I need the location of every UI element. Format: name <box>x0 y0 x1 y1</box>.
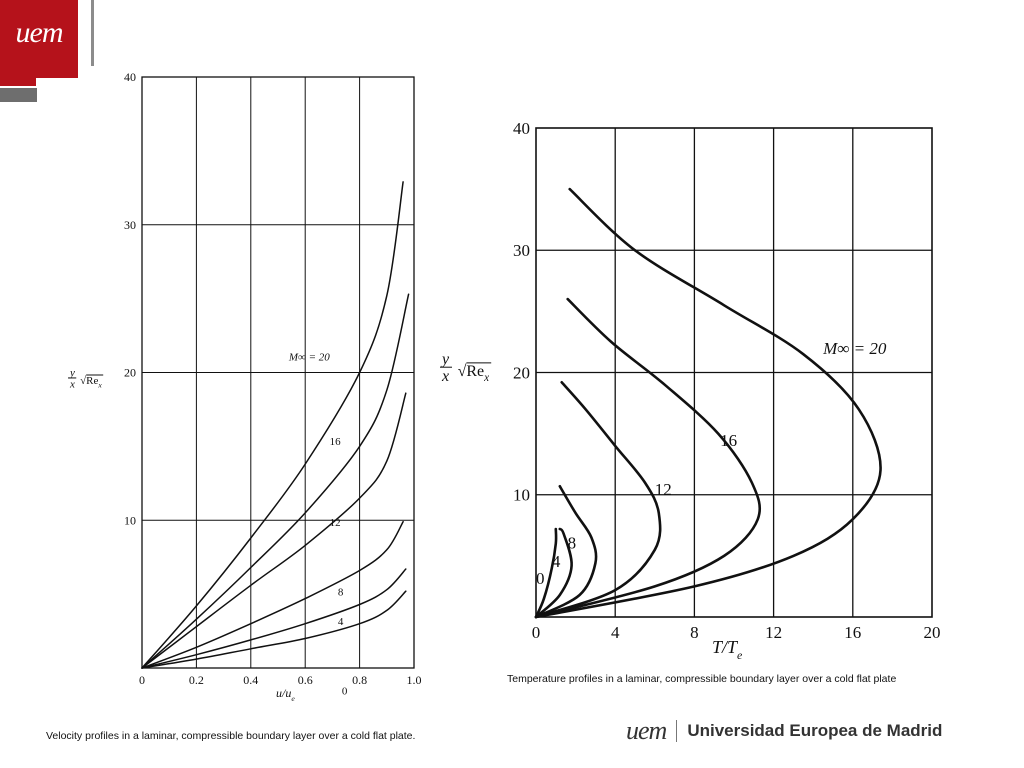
temperature-x-axis-label: T/Te <box>712 637 743 662</box>
header-divider <box>91 0 94 66</box>
velocity-curve-m12 <box>141 392 407 669</box>
velocity-x-tick-label: 0.4 <box>243 673 258 687</box>
footer-logo-separator <box>676 720 678 742</box>
temperature-curve-label-m20: M∞ = 20 <box>822 339 887 358</box>
temperature-curve-label-m0: 0 <box>536 569 545 588</box>
uem-logo-mark: uem <box>15 16 64 49</box>
velocity-x-tick-label: 0.8 <box>352 673 367 687</box>
velocity-curve-label-m8: 8 <box>338 587 344 599</box>
temperature-curve-m20 <box>534 187 882 619</box>
temperature-x-tick-label: 0 <box>532 623 541 642</box>
velocity-y-axis-label-sqrt: √Rex <box>80 375 102 389</box>
temperature-curve-label-m16: 16 <box>720 431 737 450</box>
velocity-x-tick-label: 0.2 <box>189 673 204 687</box>
temperature-curve-m8 <box>534 484 598 619</box>
temperature-y-tick-label: 40 <box>513 119 530 138</box>
velocity-x-axis-label: u/ue <box>276 686 295 703</box>
temperature-x-tick-label: 4 <box>611 623 620 642</box>
temperature-y-axis-label-den: x <box>441 368 449 385</box>
velocity-curve-label-m20: M∞ = 20 <box>288 352 330 364</box>
velocity-curve-label-m16: 16 <box>330 436 342 448</box>
logo-accent-stub <box>0 78 36 86</box>
velocity-caption: Velocity profiles in a laminar, compress… <box>46 730 416 742</box>
temperature-curve-label-m4: 4 <box>552 552 561 571</box>
temperature-y-axis-label-sqrt: √Rex <box>458 363 490 384</box>
velocity-y-tick-label: 20 <box>124 366 136 380</box>
velocity-x-tick-label: 0 <box>139 673 145 687</box>
velocity-curve-label-m4: 4 <box>338 616 344 628</box>
temperature-x-tick-label: 12 <box>765 623 782 642</box>
footer-logo-mark: uem <box>626 716 667 745</box>
temperature-curve-label-m12: 12 <box>655 480 672 499</box>
velocity-x-tick-label: 0.6 <box>298 673 313 687</box>
temperature-curve-m4 <box>534 527 573 619</box>
velocity-y-tick-label: 10 <box>124 513 136 527</box>
temperature-curve-label-m8: 8 <box>568 534 577 553</box>
velocity-curve-m4 <box>141 568 407 669</box>
temperature-x-tick-label: 8 <box>690 623 699 642</box>
velocity-y-tick-label: 40 <box>124 70 136 84</box>
grey-accent-bar <box>0 88 37 102</box>
temperature-x-tick-label: 20 <box>924 623 941 642</box>
footer-logo: uem Universidad Europea de Madrid <box>626 716 942 746</box>
velocity-y-tick-label: 30 <box>124 218 136 232</box>
velocity-y-axis-label-den: x <box>69 378 75 390</box>
velocity-curve-m16 <box>141 293 410 669</box>
velocity-curve-m20 <box>141 181 404 669</box>
uem-logo: uem <box>0 0 78 78</box>
footer-university-name: Universidad Europea de Madrid <box>687 721 943 740</box>
velocity-curve-label-m12: 12 <box>330 517 341 529</box>
velocity-x-tick-label: 1.0 <box>407 673 422 687</box>
temperature-y-tick-label: 30 <box>513 241 530 260</box>
temperature-y-tick-label: 20 <box>513 363 530 382</box>
temperature-caption: Temperature profiles in a laminar, compr… <box>507 673 897 685</box>
velocity-curve-label-m0: 0 <box>342 686 348 698</box>
velocity-curve-m8 <box>141 520 404 669</box>
temperature-y-tick-label: 10 <box>513 486 530 505</box>
temperature-curve-m0 <box>534 527 558 619</box>
temperature-curve-m12 <box>534 381 662 619</box>
velocity-curve-m0 <box>141 590 407 669</box>
velocity-y-axis-label-num: y <box>69 367 75 379</box>
temperature-y-axis-label-num: y <box>440 351 450 368</box>
temperature-x-tick-label: 16 <box>844 623 861 642</box>
temperature-curve-m16 <box>534 297 762 619</box>
